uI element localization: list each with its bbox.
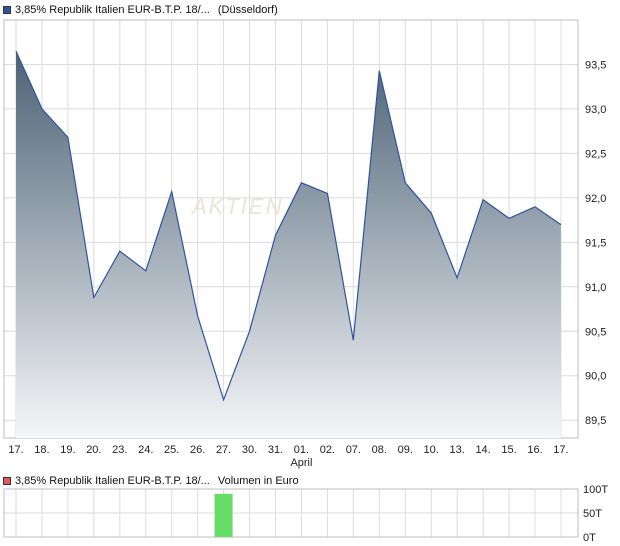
legend-volume-unit: Volumen in Euro (217, 475, 299, 487)
price-x-tick-label: 07. (346, 444, 361, 456)
volume-plot-frame (3, 488, 579, 538)
volume-y-tick-label: 0T (583, 532, 596, 544)
legend-volume: 3,85% Republik Italien EUR-B.T.P. 18/...… (3, 474, 299, 488)
price-x-tick-label: 01. (294, 444, 309, 456)
price-y-tick-label: 90,0 (585, 371, 606, 383)
price-y-tick-label: 91,0 (585, 282, 606, 294)
price-x-tick-label: 15. (501, 444, 516, 456)
price-x-axis: 17. 18. 19. 20. 23. 24. 25. 26. 27. 30. 31. 01. 02. 0… (8, 444, 568, 469)
price-x-tick-label: 17. (8, 444, 23, 456)
legend-main-exchange: (Düsseldorf) (217, 4, 278, 16)
price-x-tick-label: 18. (34, 444, 49, 456)
price-y-tick-label: 91,5 (585, 237, 606, 249)
price-x-tick-label: 16. (527, 444, 542, 456)
volume-bar (214, 493, 233, 537)
price-x-tick-label: 27. (216, 444, 231, 456)
legend-main-label: 3,85% Republik Italien EUR-B.T.P. 18/... (15, 4, 210, 16)
price-y-tick-label: 93,0 (585, 104, 606, 116)
legend-volume-label: 3,85% Republik Italien EUR-B.T.P. 18/... (15, 475, 210, 487)
price-area (16, 51, 561, 438)
volume-y-axis: 0T 50T 100T (583, 484, 608, 544)
price-line (15, 50, 562, 402)
watermark: AKTIEN (190, 194, 283, 219)
volume-y-tick-label: 100T (583, 484, 608, 496)
price-y-tick-label: 90,5 (585, 326, 606, 338)
price-y-tick-label: 93,5 (585, 59, 606, 71)
price-x-tick-label: 17. (553, 444, 568, 456)
price-y-axis: 89,5 90,0 90,5 91,0 91,5 92,0 92,5 93,0 93,5 (585, 59, 606, 427)
price-x-tick-label: 20. (86, 444, 101, 456)
legend-main-swatch (3, 6, 11, 14)
legend-main: 3,85% Republik Italien EUR-B.T.P. 18/...… (3, 3, 278, 17)
price-x-tick-label: 23. (112, 444, 127, 456)
price-x-tick-label: 10. (424, 444, 439, 456)
volume-bars (214, 493, 233, 537)
price-x-tick-label: 13. (450, 444, 465, 456)
price-y-tick-label: 92,0 (585, 193, 606, 205)
price-x-tick-label: 14. (475, 444, 490, 456)
price-x-tick-label: 08. (372, 444, 387, 456)
price-x-month-label: April (290, 457, 312, 469)
price-x-tick-label: 02. (320, 444, 335, 456)
price-x-tick-label: 25. (164, 444, 179, 456)
price-x-tick-label: 26. (190, 444, 205, 456)
price-x-tick-label: 09. (398, 444, 413, 456)
legend-volume-swatch (3, 477, 11, 485)
price-y-tick-label: 92,5 (585, 148, 606, 160)
price-x-tick-label: 30. (242, 444, 257, 456)
volume-y-tick-label: 50T (583, 508, 602, 520)
price-x-tick-label: 24. (138, 444, 153, 456)
price-y-tick-label: 89,5 (585, 415, 606, 427)
price-x-tick-label: 19. (60, 444, 75, 456)
price-x-tick-label: 31. (268, 444, 283, 456)
volume-grid (4, 488, 578, 538)
